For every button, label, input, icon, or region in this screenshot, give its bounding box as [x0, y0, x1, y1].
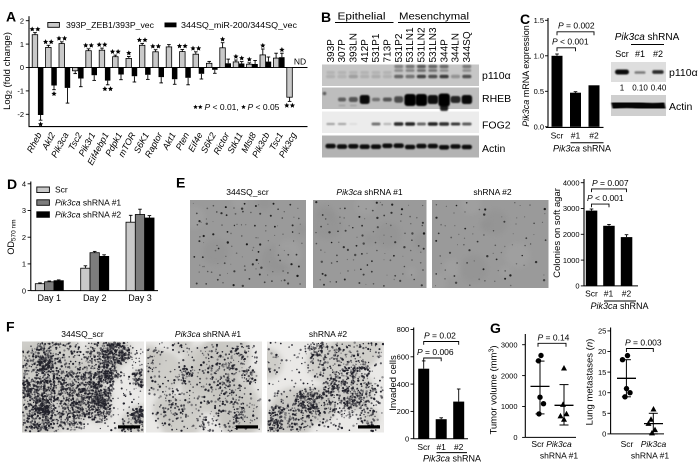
svg-text:2000: 2000 [563, 230, 580, 239]
svg-text:#2: #2 [622, 289, 632, 299]
svg-text:531P2: 531P2 [394, 33, 405, 62]
svg-text:Log2 (fold change): Log2 (fold change) [2, 32, 14, 110]
svg-text:344SQ_scr: 344SQ_scr [226, 187, 269, 197]
svg-text:p110α: p110α [669, 67, 698, 79]
svg-text:ND: ND [294, 57, 306, 67]
svg-text:1: 1 [20, 40, 24, 49]
svg-text:Day 2: Day 2 [83, 293, 107, 303]
svg-text:0.0: 0.0 [534, 123, 544, 132]
svg-text:#2: #2 [653, 49, 663, 59]
svg-text:B: B [321, 9, 331, 25]
svg-text:344LN: 344LN [451, 33, 462, 62]
svg-text:Colonies on soft agar: Colonies on soft agar [552, 188, 563, 278]
svg-text:Scr: Scr [585, 289, 598, 299]
svg-text:4000: 4000 [563, 178, 580, 187]
svg-text:Day 1: Day 1 [38, 293, 62, 303]
svg-text:FOG2: FOG2 [482, 120, 511, 132]
svg-text:531LN1: 531LN1 [405, 27, 416, 62]
svg-text:1.0: 1.0 [534, 52, 544, 61]
svg-text:1: 1 [22, 260, 26, 269]
svg-text:0.10: 0.10 [632, 84, 648, 93]
svg-text:Mesenchymal: Mesenchymal [399, 12, 469, 23]
svg-text:Pik3ca shRNA: Pik3ca shRNA [590, 301, 648, 311]
svg-text:Epithelial: Epithelial [338, 12, 386, 23]
svg-text:531LN3: 531LN3 [428, 27, 439, 62]
svg-text:1000: 1000 [563, 256, 580, 265]
svg-text:Scr: Scr [55, 185, 68, 195]
svg-text:Pik3ca shRNA #1: Pik3ca shRNA #1 [336, 187, 402, 197]
svg-text:F: F [6, 319, 15, 335]
svg-text:0: 0 [22, 286, 26, 295]
svg-text:2: 2 [22, 233, 26, 242]
svg-text:RHEB: RHEB [482, 93, 511, 105]
svg-text:344SQ_scr: 344SQ_scr [61, 329, 104, 339]
svg-text:C: C [520, 11, 530, 27]
svg-text:0.5: 0.5 [534, 87, 544, 96]
svg-text:P = 0.007: P = 0.007 [592, 178, 629, 188]
svg-text:shRNA #2: shRNA #2 [473, 187, 512, 197]
svg-text:P < 0.01,: P < 0.01, [205, 102, 239, 112]
svg-text:2: 2 [20, 16, 24, 25]
svg-text:Actin: Actin [669, 101, 693, 113]
svg-text:P = 0.002: P = 0.002 [558, 21, 595, 31]
svg-text:307P: 307P [337, 39, 348, 63]
svg-text:393P: 393P [326, 39, 337, 63]
svg-text:1: 1 [620, 84, 625, 93]
svg-text:p110α: p110α [482, 70, 511, 82]
svg-text:Pik3ca shRNA: Pik3ca shRNA [615, 32, 680, 43]
svg-text:P < 0.001: P < 0.001 [552, 37, 589, 47]
svg-text:Actin: Actin [482, 143, 506, 155]
svg-text:Day 3: Day 3 [128, 293, 152, 303]
svg-text:344P: 344P [439, 39, 450, 63]
svg-text:Pik3ca shRNA #2: Pik3ca shRNA #2 [55, 209, 121, 219]
svg-text:0: 0 [20, 63, 24, 72]
svg-text:Pik3ca shRNA #1: Pik3ca shRNA #1 [55, 197, 121, 207]
svg-text:-2: -2 [17, 110, 24, 119]
svg-text:3000: 3000 [563, 204, 580, 213]
svg-text:0.40: 0.40 [651, 84, 667, 93]
svg-text:Pik3ca mRNA expression: Pik3ca mRNA expression [521, 25, 531, 127]
svg-text:E: E [176, 175, 185, 191]
svg-text:412P: 412P [360, 39, 371, 63]
svg-text:#1: #1 [635, 49, 645, 59]
svg-text:344SQ: 344SQ [462, 31, 473, 62]
svg-text:A: A [6, 9, 16, 25]
svg-text:531P1: 531P1 [371, 33, 382, 62]
svg-text:P < 0.05: P < 0.05 [248, 102, 280, 112]
svg-text:Scr: Scr [615, 49, 629, 59]
svg-text:#1: #1 [571, 131, 581, 141]
svg-text:#2: #2 [589, 131, 599, 141]
svg-text:Scr: Scr [551, 131, 564, 141]
svg-text:393P_ZEB1/393P_vec: 393P_ZEB1/393P_vec [66, 20, 155, 30]
svg-text:4: 4 [22, 180, 26, 189]
svg-text:OD570 nm: OD570 nm [6, 219, 18, 254]
svg-text:P < 0.001: P < 0.001 [587, 193, 624, 203]
svg-text:Pik3ca shRNA #1: Pik3ca shRNA #1 [175, 329, 241, 339]
svg-text:0: 0 [575, 282, 579, 291]
svg-text:D: D [7, 176, 17, 192]
svg-text:344SQ_miR-200/344SQ_vec: 344SQ_miR-200/344SQ_vec [181, 20, 298, 30]
svg-text:Pik3ca shRNA: Pik3ca shRNA [553, 144, 611, 154]
svg-text:393LN: 393LN [349, 33, 360, 62]
svg-text:-1: -1 [17, 87, 24, 96]
svg-text:1.5: 1.5 [534, 16, 544, 25]
svg-text:#1: #1 [604, 289, 614, 299]
svg-text:shRNA #2: shRNA #2 [309, 329, 348, 339]
svg-text:713P: 713P [383, 39, 394, 63]
svg-text:531LN2: 531LN2 [417, 27, 428, 62]
svg-text:3: 3 [22, 206, 26, 215]
